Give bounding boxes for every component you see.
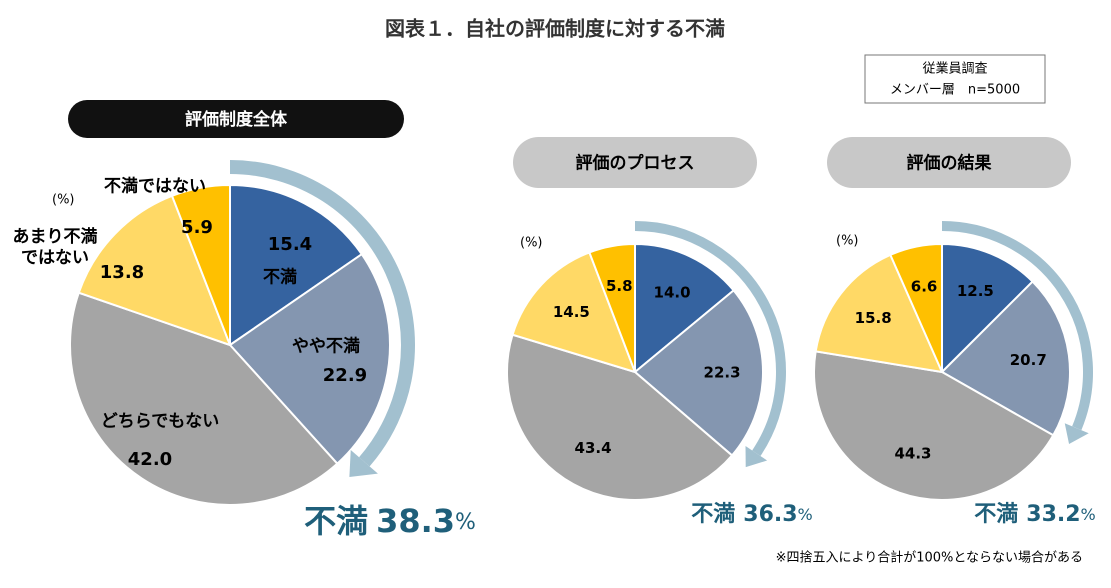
arrow xyxy=(229,160,415,478)
survey-box xyxy=(864,54,1046,104)
unit: (%) xyxy=(520,236,543,251)
value-label: 14.0 xyxy=(654,284,691,302)
summary-label: 不満 xyxy=(304,502,368,540)
category-label: 不満ではない xyxy=(104,176,206,197)
unit: (%) xyxy=(836,234,859,249)
value-label: 6.6 xyxy=(911,277,938,295)
summary-value: 36.3 xyxy=(743,502,797,527)
value-label: 12.5 xyxy=(957,282,994,300)
arrow-arc xyxy=(634,221,786,457)
summary-label: 不満 xyxy=(974,501,1018,527)
arrow-head xyxy=(1064,423,1089,444)
pie-slice xyxy=(588,242,636,373)
pie-slice xyxy=(814,253,944,374)
value-label: 5.8 xyxy=(606,277,633,295)
summary-value: 38.3 xyxy=(376,502,455,540)
pie-slice xyxy=(69,291,339,506)
page-title: 図表１．自社の評価制度に対する不満 xyxy=(385,17,725,41)
arrow-arc xyxy=(229,160,415,467)
pie-slice xyxy=(813,350,1055,501)
pie-slice xyxy=(940,280,1071,437)
category-label: どちらでもない xyxy=(100,411,220,432)
value-label: 44.3 xyxy=(894,445,931,463)
value-label: 43.4 xyxy=(575,439,612,457)
note: ※四捨五入により合計が100%とならない場合がある xyxy=(776,550,1083,566)
pie-title: 評価の結果 xyxy=(907,153,992,174)
value-label: 42.0 xyxy=(128,449,172,470)
category-label: あまり不満 ではない xyxy=(12,226,98,268)
value-label: 15.8 xyxy=(855,309,892,327)
title-pill xyxy=(827,137,1071,188)
pie-slice xyxy=(889,242,943,373)
pie-slice xyxy=(634,242,736,375)
pie-title: 評価制度全体 xyxy=(185,109,288,130)
arrow xyxy=(634,221,786,468)
category-label: やや不満 xyxy=(292,336,360,357)
unit: (%) xyxy=(52,193,75,208)
pie-slice xyxy=(229,183,364,347)
summary: 不満 36.3% xyxy=(691,501,813,527)
title-pill xyxy=(68,100,404,138)
pie-slice xyxy=(228,252,391,466)
pie-slice xyxy=(633,289,764,457)
value-label: 14.5 xyxy=(553,303,590,321)
pie-slice xyxy=(511,251,637,374)
arrow-head xyxy=(745,445,768,468)
category-label: 不満 xyxy=(263,267,297,288)
arrow xyxy=(941,221,1093,444)
survey-line: メンバー層 n=5000 xyxy=(890,83,1020,98)
pie-slice xyxy=(941,242,1034,375)
title-pill xyxy=(513,137,757,188)
summary: 不満 33.2% xyxy=(974,501,1096,527)
summary-label: 不満 xyxy=(691,501,735,527)
value-label: 22.3 xyxy=(704,363,741,381)
value-label: 13.8 xyxy=(100,262,144,283)
pie-slice xyxy=(506,333,734,501)
summary-unit: % xyxy=(1081,505,1096,524)
pie-slice xyxy=(77,194,232,347)
arrow-arc xyxy=(941,221,1093,431)
summary-unit: % xyxy=(455,510,476,535)
summary-unit: % xyxy=(798,505,813,524)
summary-value: 33.2 xyxy=(1026,502,1080,527)
value-label: 5.9 xyxy=(181,217,213,238)
pie-title: 評価のプロセス xyxy=(576,153,695,174)
value-label: 20.7 xyxy=(1010,351,1047,369)
survey-line: 従業員調査 xyxy=(922,61,987,77)
arrow-head xyxy=(349,449,378,478)
pie-slice xyxy=(170,183,231,346)
value-label: 22.9 xyxy=(323,365,367,386)
summary: 不満 38.3% xyxy=(304,502,476,540)
value-label: 15.4 xyxy=(268,234,312,255)
